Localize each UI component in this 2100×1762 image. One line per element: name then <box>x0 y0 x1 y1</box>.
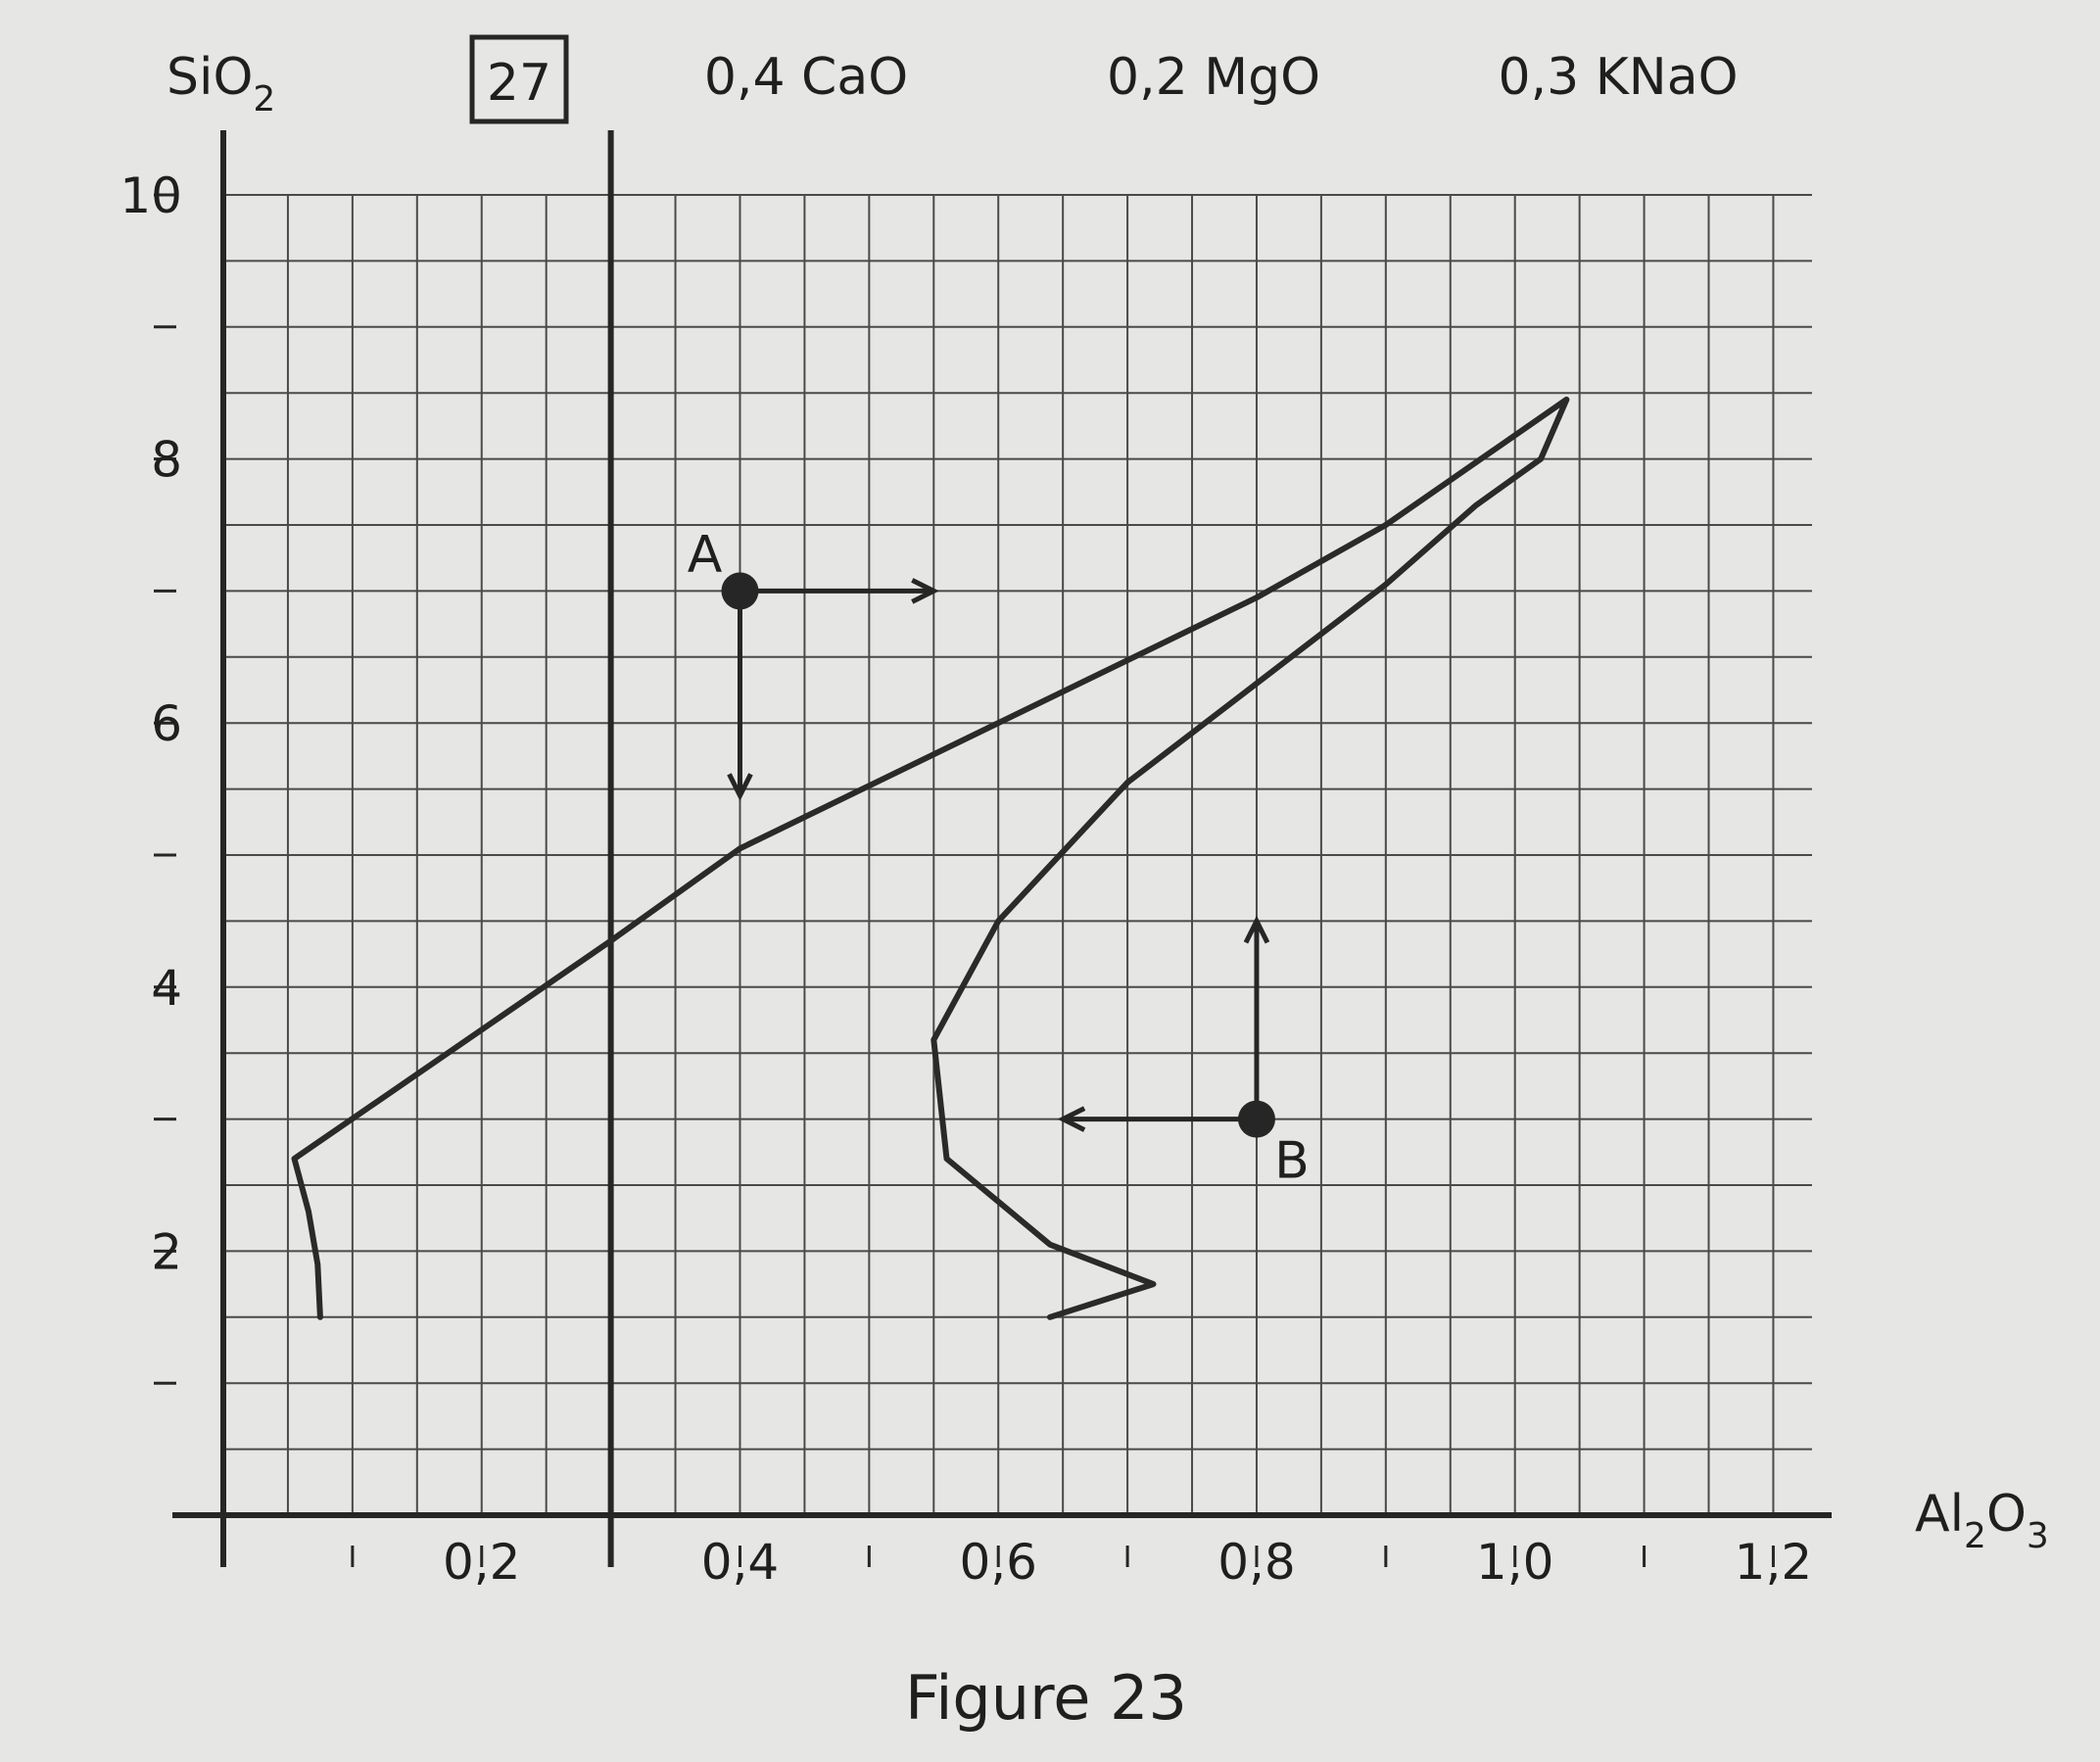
arrow-b-left-head <box>1057 1106 1086 1132</box>
grid <box>223 194 1812 1515</box>
boxed-number-frame <box>469 34 569 124</box>
x-tick-label: 1,2 <box>1735 1534 1813 1591</box>
point-label-a: A <box>688 525 723 584</box>
arrow-a-right-head <box>911 578 939 604</box>
x-tick-label: 0,8 <box>1217 1534 1296 1591</box>
y-tick-label: 4 <box>151 960 182 1017</box>
annotations: AB <box>688 525 1310 1190</box>
point-b <box>1237 1100 1275 1138</box>
x-tick-label: 0,4 <box>701 1534 780 1591</box>
y-tick-label: 6 <box>151 695 182 752</box>
y-tick-label: 2 <box>151 1223 182 1280</box>
arrow-b-up-head <box>1243 915 1270 944</box>
x-axis-label: Al2O3 <box>1915 1485 2049 1556</box>
y-tick-label: 8 <box>151 432 182 489</box>
figure-caption: Figure 23 <box>905 1662 1187 1734</box>
y-tick-label: 10 <box>119 167 182 224</box>
boxed-number: 27 <box>487 54 551 113</box>
series-line <box>291 396 1570 1320</box>
x-tick-label: 0,2 <box>443 1534 521 1591</box>
header-label-cao: 0,4 CaO <box>704 48 908 107</box>
labels: SiO2 27 0,4 CaO 0,2 MgO 0,3 KNaO Al2O3 F… <box>167 34 2049 1734</box>
x-tick-label: 1,0 <box>1476 1534 1554 1591</box>
x-tick-label: 0,6 <box>959 1534 1037 1591</box>
series-layer <box>291 396 1570 1320</box>
header-label-mgo: 0,2 MgO <box>1107 48 1320 107</box>
y-axis-label: SiO2 <box>167 48 275 119</box>
axes: 2 4 6 8 10 0,2 0,4 0,6 0,8 1,0 1,2 <box>119 130 1832 1591</box>
arrow-a-down-head <box>727 773 753 801</box>
point-label-b: B <box>1274 1132 1310 1191</box>
point-a <box>721 572 759 610</box>
header-label-knao: 0,3 KNaO <box>1498 48 1738 107</box>
